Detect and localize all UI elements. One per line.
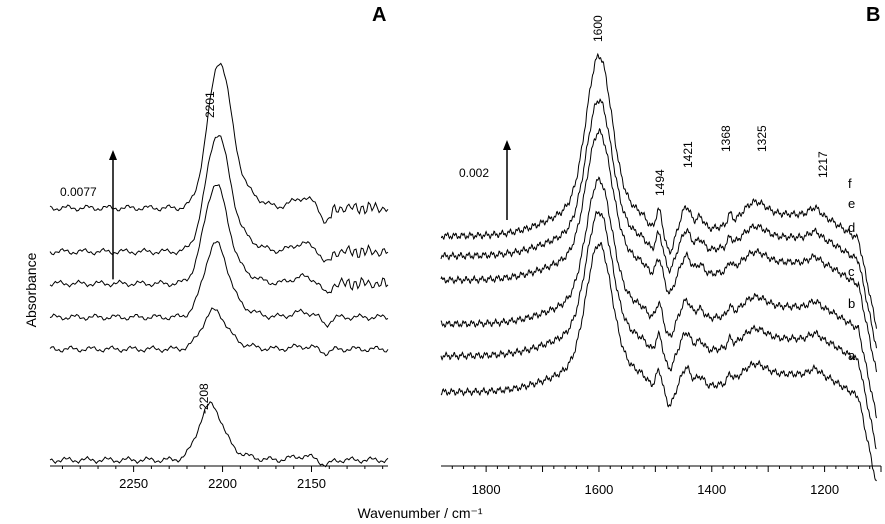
panel-b-series-label: f [848, 176, 852, 191]
panel-a-spectrum [49, 307, 389, 357]
panel-b-tick-label: 1800 [472, 482, 501, 497]
panel-b-letter: B [866, 4, 880, 26]
y-axis-title: Absorbance [23, 252, 39, 327]
scale-bar-b-label: 0.002 [459, 166, 489, 180]
panel-a-tick-label: 2250 [119, 476, 148, 491]
panel-b-series-label: e [848, 196, 855, 211]
panel-a-spectrum [49, 184, 389, 294]
panel-b-spectrum [440, 52, 877, 329]
panel-b-spectrum [440, 98, 877, 349]
scale-bar-b-arrowhead [503, 140, 511, 150]
panel-a-peak-annotation: 2201 [203, 91, 217, 118]
panel-a-spectrum [49, 401, 389, 468]
series-layer [49, 52, 877, 482]
panel-b-peak-annotation: 1325 [755, 125, 769, 152]
panel-b-peak-annotation: 1600 [591, 15, 605, 42]
scale-bar-a-arrowhead [109, 150, 117, 160]
panel-b-tick-label: 1600 [584, 482, 613, 497]
x-axis-title: Wavenumber / cm⁻¹ [357, 505, 482, 521]
panel-b-series-label: b [848, 296, 855, 311]
panel-a-letter: A [372, 4, 386, 26]
panel-b-tick-label: 1400 [697, 482, 726, 497]
panel-b-series-label: a [848, 348, 856, 363]
panel-b-spectrum [440, 176, 877, 419]
panel-b-tick-label: 1200 [810, 482, 839, 497]
panel-b-spectrum [440, 241, 877, 482]
scale-bar-a-label: 0.0077 [60, 185, 97, 199]
panel-a-spectrum [49, 62, 389, 224]
panel-b-peak-annotation: 1421 [681, 141, 695, 168]
label-layer: 2250 2200 2150 2201 -2208 1800 1600 1400 1200 a b c… [109, 15, 856, 497]
panel-b-spectrum [440, 127, 877, 373]
panel-a-tick-label: 2150 [297, 476, 326, 491]
axes-layer [50, 465, 882, 472]
panel-a-peak-annotation: -2208 [197, 383, 211, 414]
panel-b-peak-annotation: 1368 [719, 125, 733, 152]
panel-b-series-label: c [848, 264, 855, 279]
panel-b-series-label: d [848, 220, 855, 235]
panel-b-peak-annotation: 1494 [653, 169, 667, 196]
panel-a-spectrum [49, 135, 389, 263]
panel-a-tick-label: 2200 [208, 476, 237, 491]
panel-b-peak-annotation: 1217 [816, 151, 830, 178]
panel-a-spectrum [49, 240, 389, 328]
panel-b-spectrum [440, 210, 877, 450]
